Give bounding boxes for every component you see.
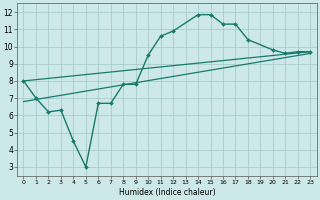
X-axis label: Humidex (Indice chaleur): Humidex (Indice chaleur): [119, 188, 215, 197]
